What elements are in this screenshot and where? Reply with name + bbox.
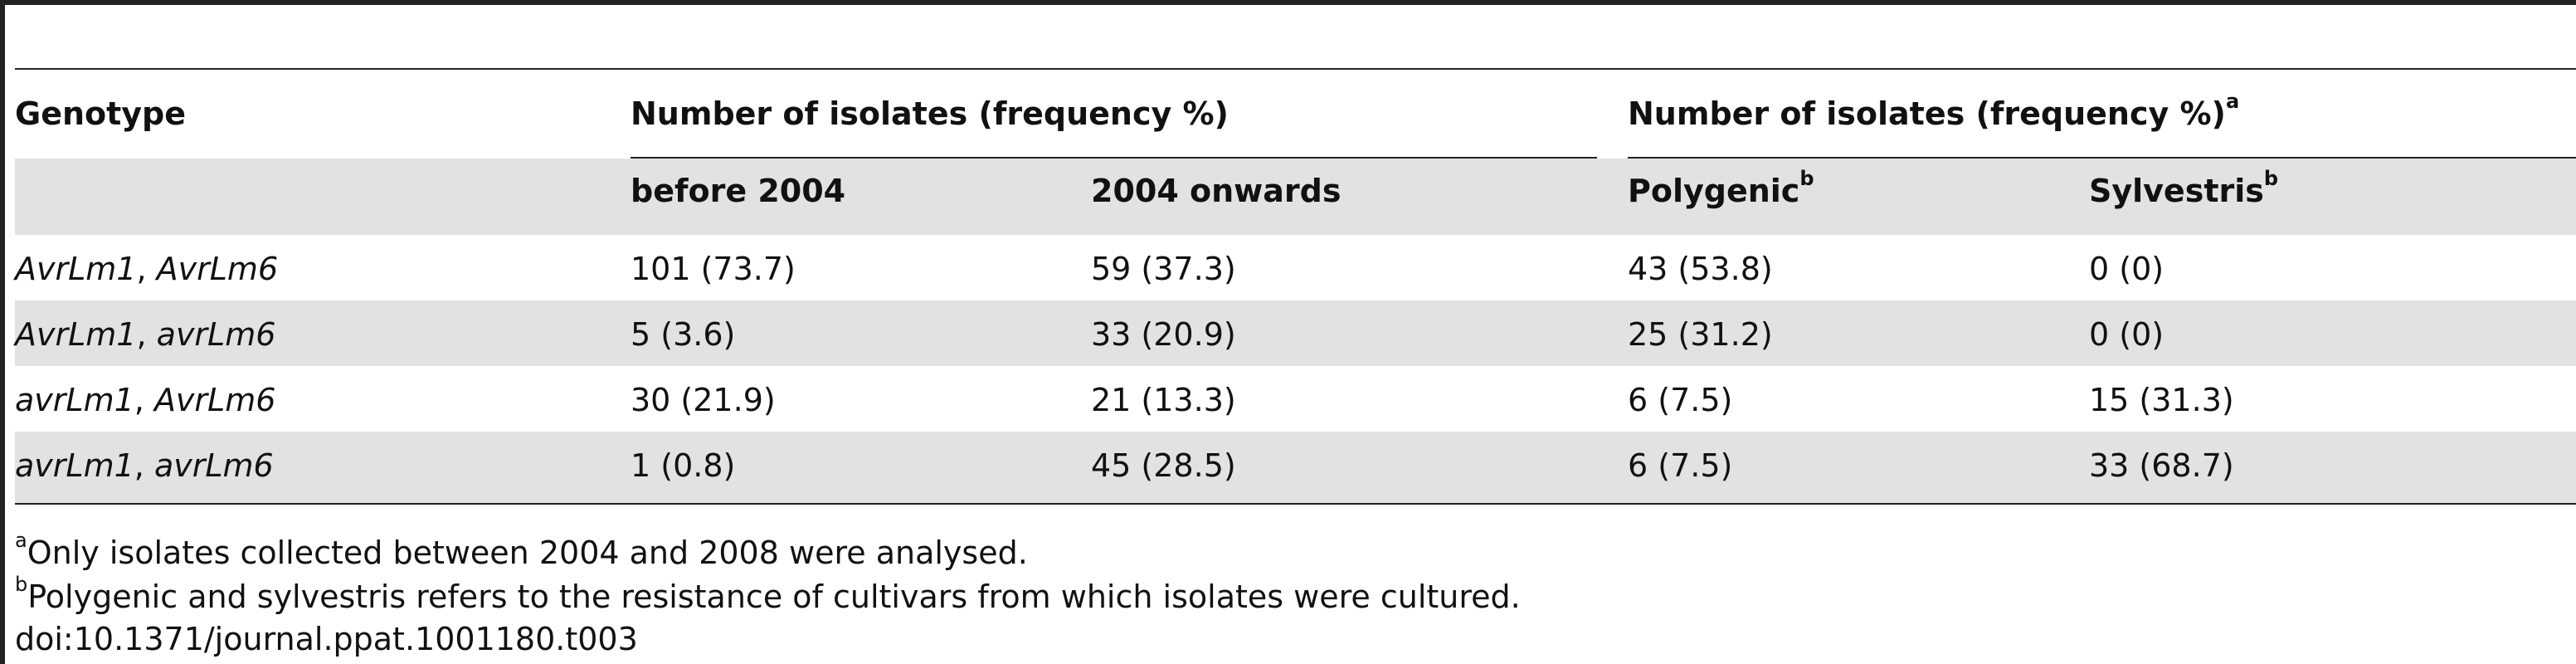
table-row-2-onwards: 33 (20.9) <box>1091 316 1236 353</box>
row-4-shade <box>15 432 2576 503</box>
row-1-onwards-value: 59 (37.3) <box>1091 251 1236 287</box>
row-2-shade <box>15 300 2576 366</box>
table-row-2-before: 5 (3.6) <box>631 316 735 353</box>
row-1-separator: , <box>136 251 157 287</box>
table-row-3-before: 30 (21.9) <box>631 382 776 418</box>
subheader-sylvestris: Sylvestrisb <box>2089 168 2278 209</box>
row-1-polygenic-value: 43 (53.8) <box>1628 251 1773 287</box>
subheader-polygenic-sup: b <box>1799 167 1814 191</box>
header-genotype: Genotype <box>15 95 186 132</box>
row-3-polygenic-value: 6 (7.5) <box>1628 382 1733 418</box>
row-3-onwards-value: 21 (13.3) <box>1091 382 1236 418</box>
footnote-a-text: Only isolates collected between 2004 and… <box>27 535 1028 571</box>
table-bottom-rule <box>15 503 2576 505</box>
row-2-gene-2: avrLm6 <box>156 316 276 353</box>
header-genotype-text: Genotype <box>15 95 187 132</box>
table-row-1-genotype: AvrLm1, AvrLm6 <box>15 251 278 287</box>
subheader-polygenic: Polygenicb <box>1628 168 1814 209</box>
footnote-b: bPolygenic and sylvestris refers to the … <box>15 574 1521 615</box>
table-row-4-sylvestris: 33 (68.7) <box>2089 447 2234 484</box>
row-4-onwards-value: 45 (28.5) <box>1091 447 1236 484</box>
subheader-polygenic-text: Polygenic <box>1628 173 1800 209</box>
subheader-row-shade <box>15 159 2576 235</box>
row-3-gene-2: AvrLm6 <box>153 382 276 418</box>
row-3-gene-1: avrLm1 <box>15 382 134 418</box>
table-row-1-polygenic: 43 (53.8) <box>1628 251 1773 287</box>
subheader-before-text: before 2004 <box>631 173 846 209</box>
group1-underline <box>631 157 1597 159</box>
subheader-sylvestris-text: Sylvestris <box>2089 173 2264 209</box>
table-row-1-sylvestris: 0 (0) <box>2089 251 2164 287</box>
header-group1: Number of isolates (frequency %) <box>631 95 1229 132</box>
table-row-2-sylvestris: 0 (0) <box>2089 316 2164 353</box>
table-row-4-before: 1 (0.8) <box>631 447 735 484</box>
header-group2-text: Number of isolates (frequency %) <box>1628 95 2226 132</box>
row-4-before-value: 1 (0.8) <box>631 447 736 484</box>
table-row-4-onwards: 45 (28.5) <box>1091 447 1236 484</box>
footnote-b-text: Polygenic and sylvestris refers to the r… <box>27 579 1521 615</box>
row-1-before-value: 101 (73.7) <box>631 251 796 287</box>
table-top-rule <box>15 68 2576 70</box>
group2-underline <box>1628 157 2576 159</box>
table-row-4-polygenic: 6 (7.5) <box>1628 447 1732 484</box>
table-row-1-before: 101 (73.7) <box>631 251 796 287</box>
row-1-gene-2: AvrLm6 <box>156 251 279 287</box>
row-2-before-value: 5 (3.6) <box>631 316 736 353</box>
row-2-separator: , <box>136 316 157 353</box>
row-4-gene-1: avrLm1 <box>15 447 134 484</box>
footnote-a-mark: a <box>15 529 27 553</box>
table-row-3-genotype: avrLm1, AvrLm6 <box>15 382 275 418</box>
subheader-before: before 2004 <box>631 173 845 209</box>
subheader-onwards-text: 2004 onwards <box>1091 173 1342 209</box>
subheader-onwards: 2004 onwards <box>1091 173 1341 209</box>
footnote-b-mark: b <box>15 573 28 597</box>
header-group2-sup: a <box>2225 90 2240 114</box>
row-2-gene-1: AvrLm1 <box>15 316 137 353</box>
subheader-sylvestris-sup: b <box>2263 167 2279 191</box>
table-row-3-polygenic: 6 (7.5) <box>1628 382 1732 418</box>
left-border <box>0 0 5 664</box>
doi-text[interactable]: doi:10.1371/journal.ppat.1001180.t003 <box>15 621 638 657</box>
row-4-gene-2: avrLm6 <box>153 447 274 484</box>
row-1-sylvestris-value: 0 (0) <box>2089 251 2165 287</box>
footnote-a: aOnly isolates collected between 2004 an… <box>15 530 1028 571</box>
table-row-1-onwards: 59 (37.3) <box>1091 251 1236 287</box>
row-1-gene-1: AvrLm1 <box>15 251 137 287</box>
table-row-2-polygenic: 25 (31.2) <box>1628 316 1773 353</box>
row-4-separator: , <box>134 447 154 484</box>
row-2-onwards-value: 33 (20.9) <box>1091 316 1236 353</box>
row-2-polygenic-value: 25 (31.2) <box>1628 316 1773 353</box>
table-row-4-genotype: avrLm1, avrLm6 <box>15 447 274 484</box>
row-3-sylvestris-value: 15 (31.3) <box>2089 382 2234 418</box>
row-4-sylvestris-value: 33 (68.7) <box>2089 447 2234 484</box>
row-3-before-value: 30 (21.9) <box>631 382 776 418</box>
row-4-polygenic-value: 6 (7.5) <box>1628 447 1733 484</box>
table-row-3-sylvestris: 15 (31.3) <box>2089 382 2234 418</box>
header-group2: Number of isolates (frequency %)a <box>1628 91 2239 132</box>
doi-link[interactable]: doi:10.1371/journal.ppat.1001180.t003 <box>15 621 638 657</box>
row-3-separator: , <box>134 382 154 418</box>
header-group1-text: Number of isolates (frequency %) <box>631 95 1229 132</box>
table-row-2-genotype: AvrLm1, avrLm6 <box>15 316 275 353</box>
row-2-sylvestris-value: 0 (0) <box>2089 316 2165 353</box>
top-border <box>0 0 2576 5</box>
table-row-3-onwards: 21 (13.3) <box>1091 382 1236 418</box>
